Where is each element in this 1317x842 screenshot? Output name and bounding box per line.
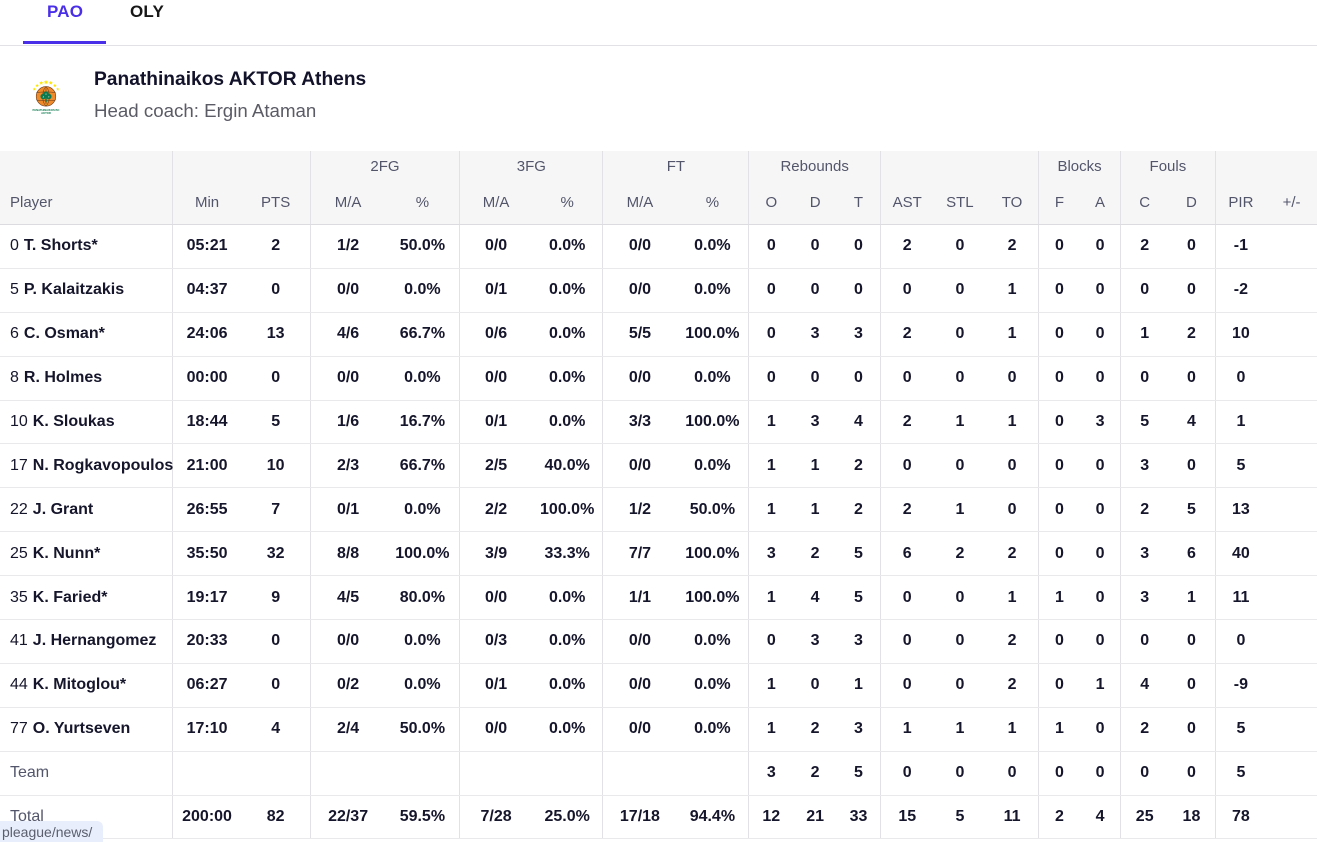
- svg-text:PANATHINAIKOS BC: PANATHINAIKOS BC: [33, 108, 60, 112]
